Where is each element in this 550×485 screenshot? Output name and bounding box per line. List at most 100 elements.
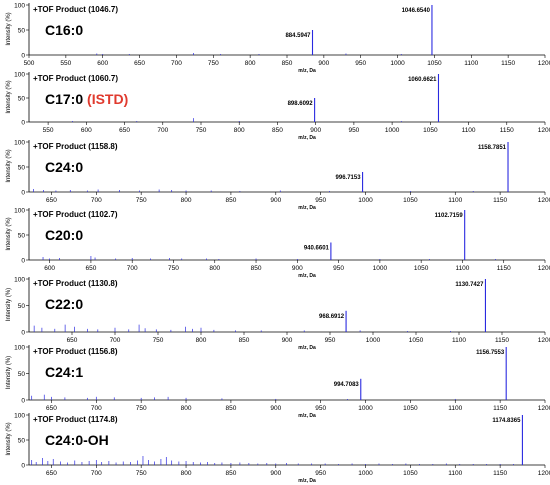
x-tick-label: 1200 [538,60,550,67]
x-tick-label: 500 [24,60,35,67]
compound-name: C22:0 [45,296,83,312]
x-tick-label: 800 [196,337,207,344]
y-tick-label: 100 [14,3,25,10]
x-tick-label: 550 [60,60,71,67]
x-tick-label: 1200 [538,405,550,412]
x-tick-label: 1100 [464,60,478,67]
y-axis-title: Intensity (%) [6,288,12,321]
x-axis-title: m/z, Da [298,68,316,74]
x-tick-label: 1050 [403,470,418,477]
x-tick-label: 800 [181,197,192,204]
x-tick-label: 700 [157,127,168,134]
x-tick-label: 800 [181,470,192,477]
panel-title: +TOF Product (1102.7) [33,210,118,219]
x-tick-label: 850 [225,197,236,204]
x-tick-label: 650 [46,470,57,477]
x-tick-label: 600 [97,60,108,67]
y-tick-label: 0 [21,330,25,337]
x-tick-label: 1150 [495,337,509,344]
panel-title: +TOF Product (1130.8) [33,279,118,288]
compound-label: C22:0 [45,296,83,312]
x-tick-label: 800 [181,405,192,412]
panel-title: +TOF Product (1060.7) [33,74,118,83]
x-tick-label: 1150 [493,470,507,477]
x-tick-label: 1000 [390,60,405,67]
x-tick-label: 1150 [500,127,514,134]
x-tick-label: 750 [136,470,147,477]
x-tick-label: 1050 [409,337,424,344]
x-tick-label: 800 [245,60,256,67]
peak-label: 1158.7851 [478,145,507,151]
peak-label: 1174.8365 [492,418,521,424]
y-tick-label: 100 [14,277,25,284]
x-tick-label: 1150 [501,60,515,67]
x-tick-label: 700 [110,337,121,344]
x-tick-label: 1000 [358,405,373,412]
compound-name: C24:1 [45,364,83,380]
x-tick-label: 700 [91,197,102,204]
y-tick-label: 100 [14,140,25,147]
x-tick-label: 850 [272,127,283,134]
x-tick-label: 600 [44,265,55,272]
x-tick-label: 800 [234,127,245,134]
x-tick-label: 950 [325,337,336,344]
x-tick-label: 1050 [427,60,442,67]
x-tick-label: 1150 [493,197,507,204]
spectrum-panel-7: 0 50 100 650 700 750 800 850 900 950 1000 1050 1100 1… [6,413,550,485]
peak-label: 996.7153 [336,175,362,181]
y-tick-label: 50 [18,28,26,35]
peak-label: 898.6092 [288,101,314,107]
peak-label: 994.7083 [334,382,360,388]
y-tick-label: 50 [18,438,26,445]
compound-label: C20:0 [45,227,83,243]
y-tick-label: 50 [18,371,26,378]
y-tick-label: 0 [21,258,25,265]
peak-label: 968.6912 [319,314,345,320]
x-tick-label: 950 [315,470,326,477]
x-tick-label: 1050 [403,405,418,412]
compound-label: C24:0-OH [45,432,109,448]
x-axis-title: m/z, Da [298,135,316,141]
compound-name: C16:0 [45,22,83,38]
peak-label: 884.5947 [285,33,311,39]
y-axis-title: Intensity (%) [6,422,12,455]
spectrum-panel-3: 0 50 100 650 700 750 800 850 900 950 1000 1050 1100 1… [6,140,550,212]
x-tick-label: 850 [282,60,293,67]
x-tick-label: 1200 [538,337,550,344]
x-tick-label: 1000 [358,470,373,477]
compound-label: C16:0 [45,22,83,38]
x-tick-label: 700 [171,60,182,67]
peak-label: 1046.6540 [402,8,431,14]
x-tick-label: 1000 [373,265,388,272]
compound-name: C24:0-OH [45,432,109,448]
x-tick-label: 650 [85,265,96,272]
x-tick-label: 850 [225,405,236,412]
y-tick-label: 100 [14,208,25,215]
y-tick-label: 100 [14,72,25,79]
panel-title: +TOF Product (1174.8) [33,415,118,424]
x-tick-label: 950 [315,405,326,412]
x-tick-label: 650 [67,337,78,344]
y-tick-label: 0 [21,120,25,127]
peak-label: 1060.6621 [408,77,437,83]
x-tick-label: 900 [270,405,281,412]
spectrum-panel-2: 0 50 100 550 600 650 700 750 800 850 900 950 1000 105… [6,72,550,142]
x-tick-label: 1200 [538,470,550,477]
spectrum-panel-4: 0 50 100 600 650 700 750 800 850 900 950 1000 1050 11… [6,208,550,280]
x-tick-label: 1100 [448,405,462,412]
x-axis-title: m/z, Da [298,413,316,419]
x-tick-label: 800 [209,265,220,272]
x-tick-label: 1000 [358,197,373,204]
x-tick-label: 750 [136,405,147,412]
x-tick-label: 650 [119,127,130,134]
y-tick-label: 0 [21,398,25,405]
spectrum-panel-5: 0 50 100 650 700 750 800 850 900 950 1000 1050 1100 1… [6,277,550,352]
x-tick-label: 850 [239,337,250,344]
x-tick-label: 900 [310,127,321,134]
x-tick-label: 1000 [385,127,400,134]
panel-title: +TOF Product (1046.7) [33,5,118,14]
x-tick-label: 850 [225,470,236,477]
y-tick-label: 0 [21,53,25,60]
x-tick-label: 900 [270,197,281,204]
peak-label: 940.6601 [304,246,330,252]
